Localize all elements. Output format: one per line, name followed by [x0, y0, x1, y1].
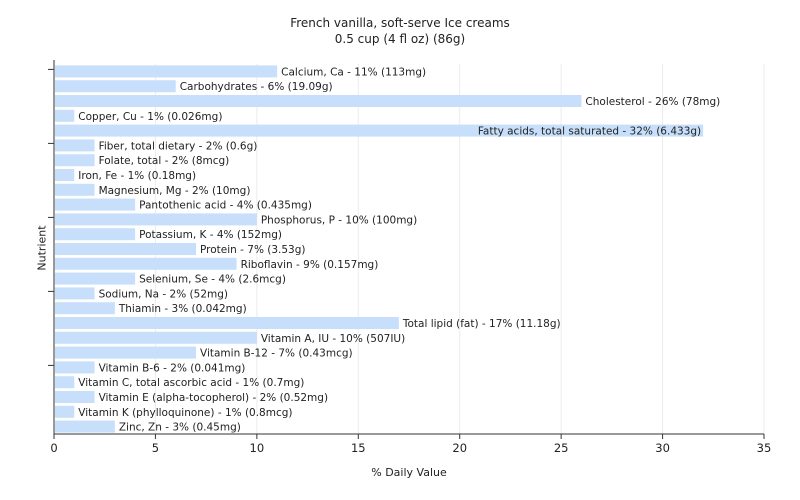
x-tick-label: 20 — [452, 441, 467, 455]
chart-title: French vanilla, soft-serve Ice creams — [290, 16, 510, 30]
bar-potassium-k — [55, 228, 136, 241]
bar-label: Riboflavin - 9% (0.157mg) — [241, 259, 379, 271]
bar-label: Vitamin A, IU - 10% (507IU) — [261, 333, 405, 345]
bar-phosphorus-p — [55, 213, 257, 226]
x-tick-label: 0 — [50, 441, 57, 455]
bar-label: Copper, Cu - 1% (0.026mg) — [78, 111, 222, 123]
bar-carbohydrates — [55, 80, 176, 93]
bar-fatty-acids-total-saturated — [55, 124, 704, 137]
bar-label: Cholesterol - 26% (78mg) — [585, 96, 720, 108]
bar-zinc-zn — [55, 420, 115, 433]
bar-label: Total lipid (fat) - 17% (11.18g) — [402, 318, 561, 330]
x-tick-label: 30 — [655, 441, 670, 455]
bar-label: Fiber, total dietary - 2% (0.6g) — [99, 140, 258, 152]
x-tick-label: 10 — [250, 441, 265, 455]
x-tick-label: 35 — [757, 441, 772, 455]
bar-cholesterol — [55, 95, 582, 107]
bar-label: Protein - 7% (3.53g) — [200, 244, 306, 256]
bar-label: Magnesium, Mg - 2% (10mg) — [99, 185, 251, 197]
bar-label: Vitamin K (phylloquinone) - 1% (0.8mcg) — [78, 407, 292, 419]
bar-selenium-se — [55, 272, 136, 285]
bar-label: Pantothenic acid - 4% (0.435mg) — [139, 200, 312, 212]
bar-folate-total — [55, 154, 95, 167]
bar-iron-fe — [55, 169, 75, 181]
x-tick-label: 15 — [351, 441, 366, 455]
bar-fiber-total-dietary — [55, 139, 95, 152]
chart-subtitle: 0.5 cup (4 fl oz) (86g) — [334, 32, 466, 46]
bar-label: Phosphorus, P - 10% (100mg) — [261, 214, 417, 226]
bar-label: Potassium, K - 4% (152mg) — [139, 229, 282, 241]
bar-label: Sodium, Na - 2% (52mg) — [99, 288, 228, 300]
x-tick-label: 5 — [152, 441, 159, 455]
y-axis-label: Nutrient — [35, 225, 49, 271]
bar-label: Zinc, Zn - 3% (0.45mg) — [119, 422, 241, 434]
bar-label: Iron, Fe - 1% (0.18mg) — [78, 170, 196, 182]
bar-label: Folate, total - 2% (8mcg) — [99, 155, 230, 167]
bar-riboflavin — [55, 257, 237, 270]
bar-calcium-ca — [55, 65, 278, 78]
bar-label: Vitamin B-6 - 2% (0.041mg) — [99, 362, 246, 374]
bar-vitamin-k-phylloquinone — [55, 405, 75, 418]
bar-label: Vitamin C, total ascorbic acid - 1% (0.7… — [78, 377, 304, 389]
bar-vitamin-a-iu — [55, 331, 257, 344]
bar-vitamin-b-12 — [55, 346, 196, 359]
bar-vitamin-b-6 — [55, 361, 95, 374]
bar-vitamin-c-total-ascorbic-acid — [55, 376, 75, 389]
bar-magnesium-mg — [55, 183, 95, 196]
bar-sodium-na — [55, 287, 95, 300]
bar-label: Carbohydrates - 6% (19.09g) — [180, 81, 333, 93]
bar-thiamin — [55, 302, 115, 315]
bar-vitamin-e-alpha-tocopherol — [55, 391, 95, 403]
bar-pantothenic-acid — [55, 198, 136, 211]
bar-label: Vitamin B-12 - 7% (0.43mcg) — [200, 348, 353, 360]
x-axis-label: % Daily Value — [371, 466, 447, 479]
bar-label: Selenium, Se - 4% (2.6mcg) — [139, 274, 286, 286]
bar-label: Thiamin - 3% (0.042mg) — [118, 303, 247, 315]
bar-label: Vitamin E (alpha-tocopherol) - 2% (0.52m… — [99, 392, 328, 404]
bar-protein — [55, 243, 196, 255]
bar-copper-cu — [55, 109, 75, 122]
bar-label: Calcium, Ca - 11% (113mg) — [281, 66, 426, 78]
x-tick-label: 25 — [554, 441, 569, 455]
bar-label: Fatty acids, total saturated - 32% (6.43… — [478, 126, 701, 138]
bar-total-lipid-fat — [55, 317, 399, 329]
